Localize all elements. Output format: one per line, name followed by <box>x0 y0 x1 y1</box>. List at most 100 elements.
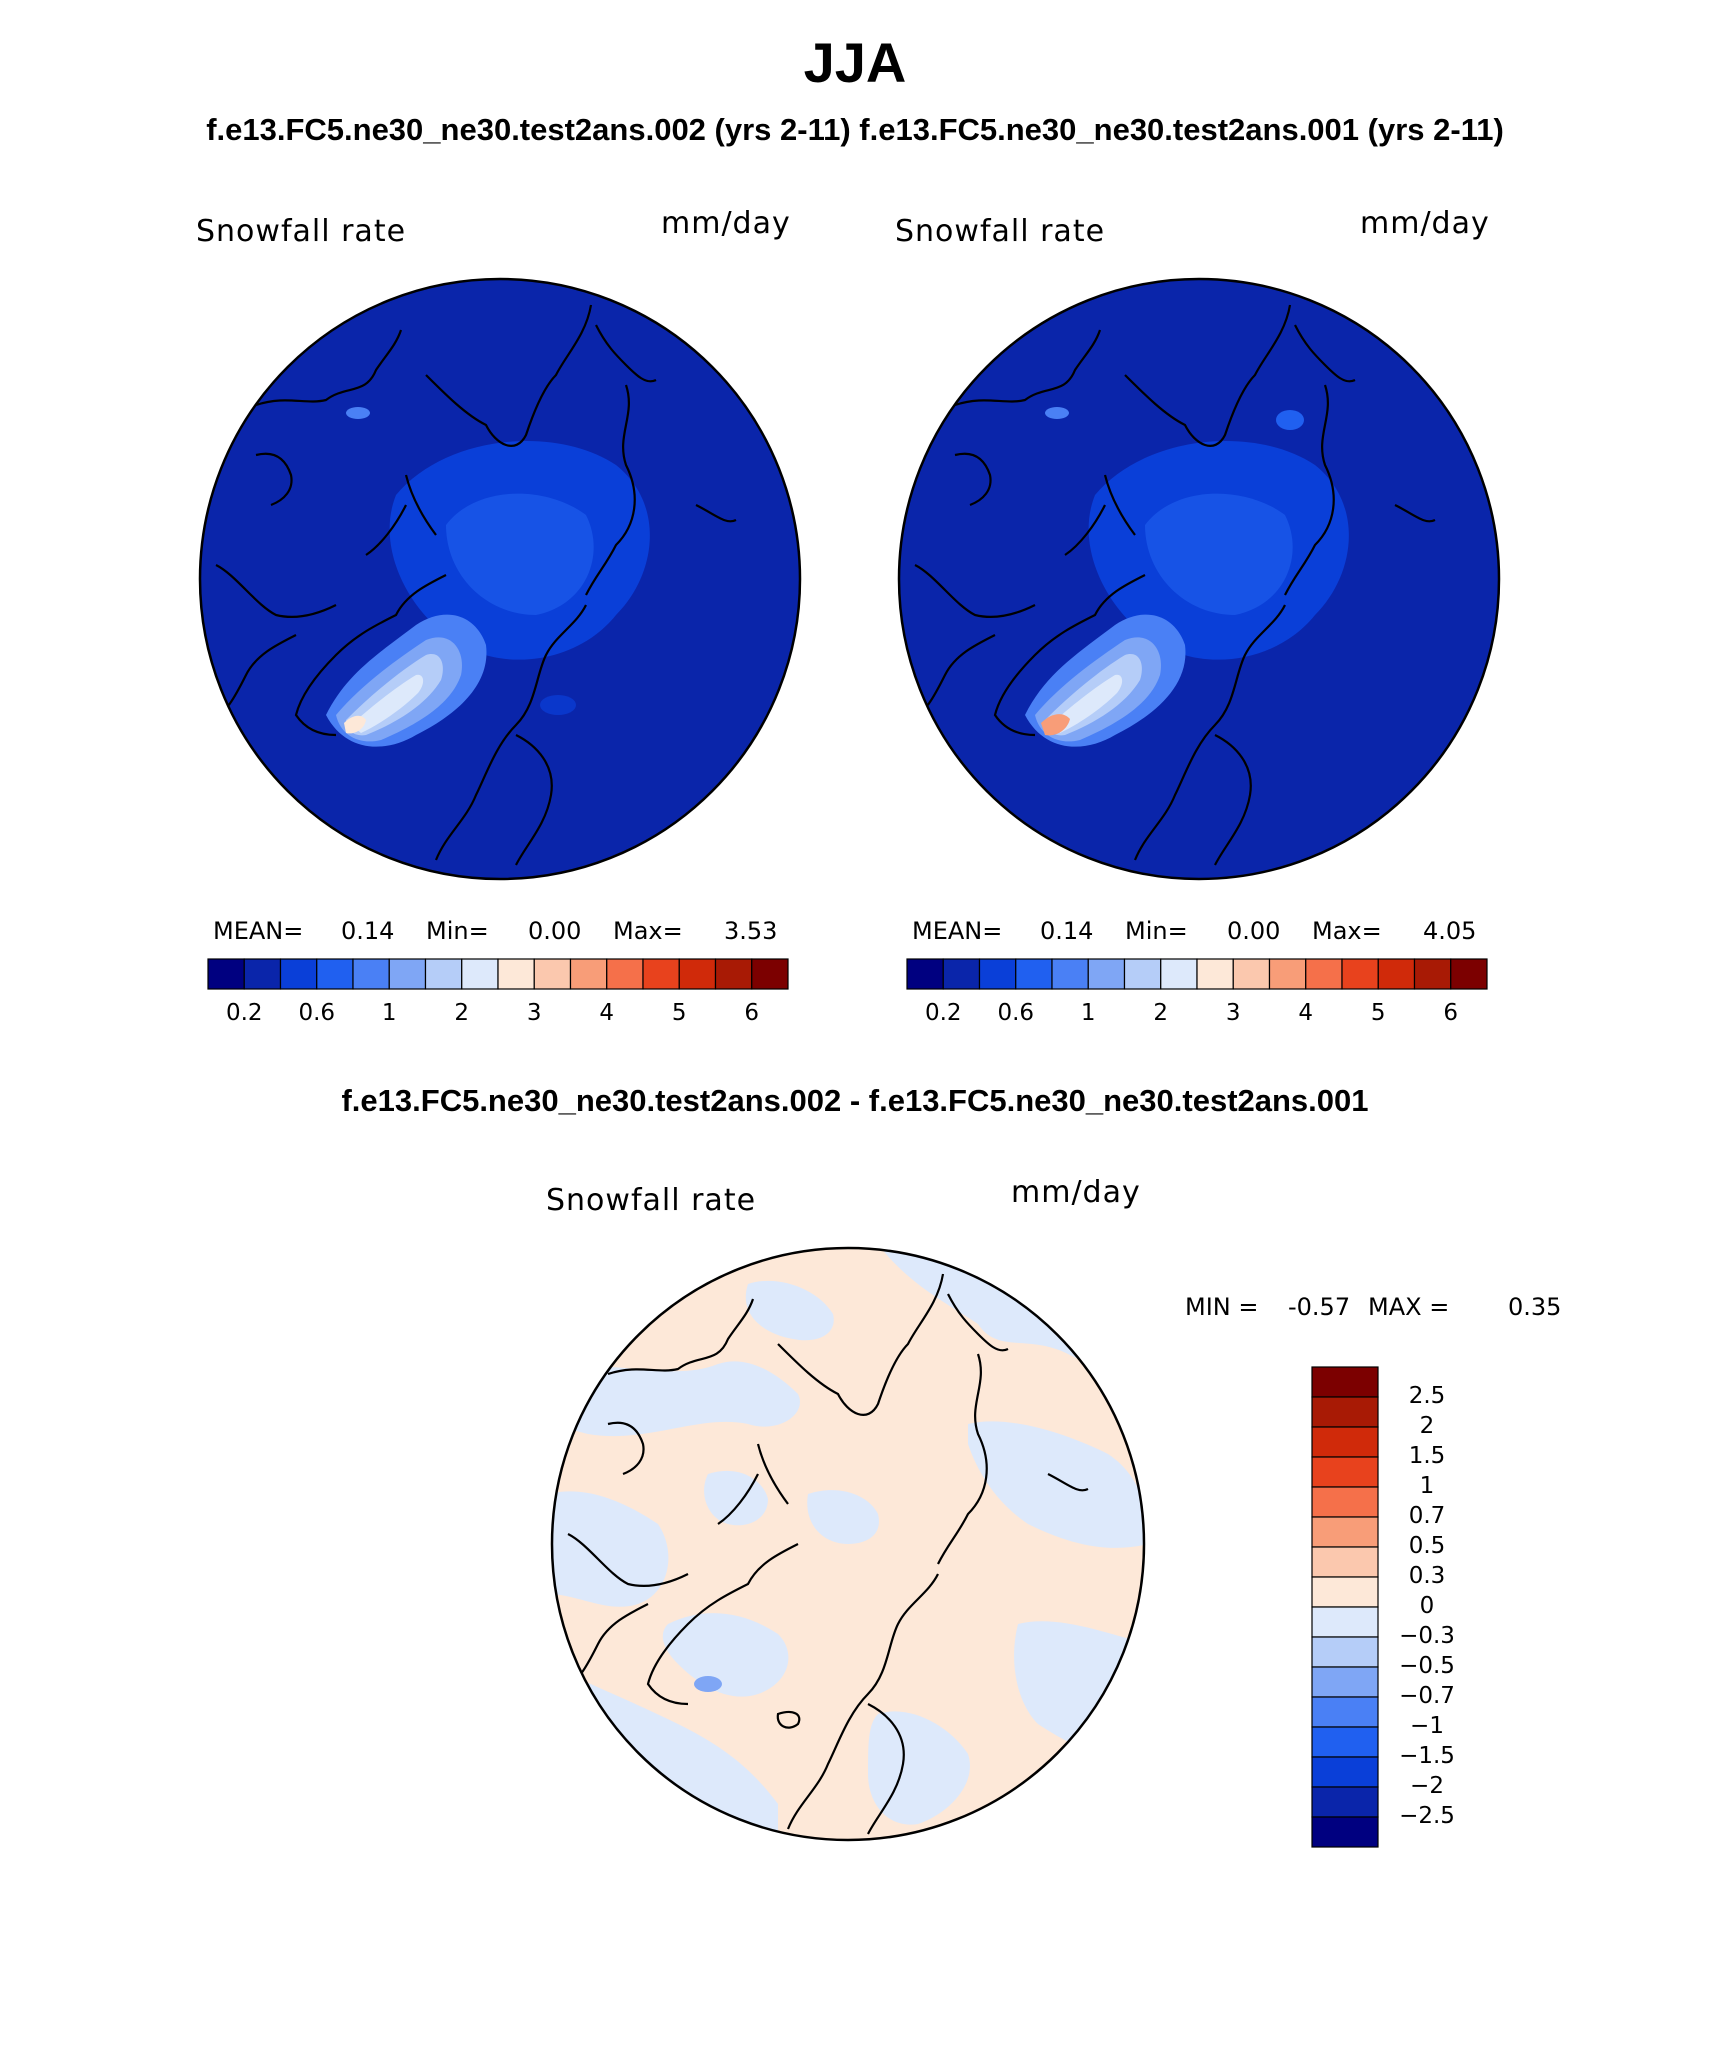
panel2-colorbar-tick-label: 5 <box>1370 1000 1386 1026</box>
panel2-colorbar-tick-label: 0.2 <box>924 1000 962 1026</box>
diff-max-label: MAX = <box>1368 1293 1450 1321</box>
panel1-colorbar-swatch <box>352 958 390 990</box>
panel1-colorbar-swatch <box>461 958 499 990</box>
panel1-min-label: Min= <box>426 917 489 945</box>
panel1-colorbar <box>207 958 789 990</box>
panel2-colorbar-swatch <box>1232 958 1271 990</box>
panel1-max-label: Max= <box>613 917 683 945</box>
panel1-variable-label: Snowfall rate <box>196 214 407 249</box>
diff-colorbar-swatch <box>1311 1456 1379 1488</box>
diff-colorbar-tick-label: 2.5 <box>1408 1383 1446 1409</box>
diff-colorbar-tick-label: −1 <box>1410 1713 1444 1739</box>
panel1-colorbar-swatch <box>207 958 245 990</box>
panel2-colorbar-swatch <box>1377 958 1416 990</box>
difference-polar-map <box>550 1246 1146 1842</box>
diff-colorbar-tick-label: −1.5 <box>1399 1743 1455 1769</box>
panel1-mean-label: MEAN= <box>213 917 304 945</box>
panel2-units-label: mm/day <box>1360 206 1490 241</box>
panel1-colorbar-tick-label: 0.2 <box>225 1000 263 1026</box>
diff-colorbar-tick-label: −0.3 <box>1399 1623 1455 1649</box>
panel1-units-label: mm/day <box>661 206 791 241</box>
diff-units-label: mm/day <box>1011 1175 1141 1210</box>
diff-colorbar-swatch <box>1311 1516 1379 1548</box>
diff-colorbar <box>1311 1366 1379 1848</box>
panel2-polar-map <box>897 277 1501 881</box>
diff-colorbar-tick-label: 1 <box>1419 1473 1435 1499</box>
diff-colorbar-swatch <box>1311 1666 1379 1698</box>
diff-colorbar-swatch <box>1311 1366 1379 1398</box>
panel2-colorbar-swatch <box>1160 958 1198 990</box>
panel2-colorbar-tick-label: 3 <box>1225 1000 1241 1026</box>
panel1-colorbar-swatch <box>533 958 572 990</box>
diff-min-label: MIN = <box>1185 1293 1259 1321</box>
diff-colorbar-swatch <box>1311 1786 1379 1818</box>
diff-colorbar-swatch <box>1311 1816 1379 1848</box>
panel2-colorbar-swatch <box>1123 958 1162 990</box>
diff-colorbar-ticks: 2.5 2 1.5 1 0.7 0.5 0.3 0 −0.3 −0.5 −0.7 −1 −1.5 −2 −2… <box>1392 1366 1512 1848</box>
page-title: JJA <box>803 31 907 94</box>
difference-subtitle: f.e13.FC5.ne30_ne30.test2ans.002 - f.e13… <box>341 1083 1369 1118</box>
diff-colorbar-tick-label: −2.5 <box>1399 1803 1455 1829</box>
panel2-colorbar-swatch <box>1087 958 1126 990</box>
panel1-min-value: 0.00 <box>528 917 582 945</box>
panel1-max-value: 3.53 <box>724 917 778 945</box>
diff-colorbar-swatch <box>1311 1426 1379 1458</box>
diff-colorbar-tick-label: −0.7 <box>1399 1683 1455 1709</box>
panel1-colorbar-swatch <box>388 958 427 990</box>
cases-subtitle: f.e13.FC5.ne30_ne30.test2ans.002 (yrs 2-… <box>206 112 1504 147</box>
diff-colorbar-swatch <box>1311 1546 1379 1578</box>
diff-colorbar-tick-label: 2 <box>1419 1413 1435 1439</box>
panel2-colorbar-swatch <box>1015 958 1053 990</box>
panel2-colorbar-tick-label: 2 <box>1153 1000 1169 1026</box>
diff-colorbar-tick-label: 0.3 <box>1408 1563 1446 1589</box>
panel1-colorbar-swatch <box>751 958 789 990</box>
panel1-colorbar-ticks: 0.2 0.6 1 2 3 4 5 6 <box>207 1000 789 1030</box>
panel1-colorbar-tick-label: 6 <box>744 1000 760 1026</box>
diff-colorbar-swatch <box>1311 1396 1379 1428</box>
panel1-colorbar-swatch <box>316 958 354 990</box>
panel2-colorbar-tick-label: 1 <box>1080 1000 1096 1026</box>
panel2-mean-value: 0.14 <box>1040 917 1094 945</box>
panel1-colorbar-tick-label: 0.6 <box>298 1000 336 1026</box>
panel2-colorbar-swatch <box>978 958 1017 990</box>
diff-colorbar-swatch <box>1311 1486 1379 1518</box>
diff-colorbar-tick-label: −0.5 <box>1399 1653 1455 1679</box>
diff-colorbar-swatch <box>1311 1576 1379 1608</box>
panel1-colorbar-swatch <box>243 958 282 990</box>
diff-colorbar-tick-label: 1.5 <box>1408 1443 1446 1469</box>
panel2-colorbar-swatch <box>1196 958 1234 990</box>
panel1-colorbar-tick-label: 4 <box>599 1000 615 1026</box>
diff-colorbar-swatch <box>1311 1606 1379 1638</box>
panel2-colorbar-swatch <box>1268 958 1307 990</box>
panel2-min-value: 0.00 <box>1227 917 1281 945</box>
panel1-colorbar-swatch <box>642 958 680 990</box>
panel1-colorbar-swatch <box>714 958 753 990</box>
panel2-colorbar-swatch <box>1450 958 1488 990</box>
panel2-max-label: Max= <box>1312 917 1382 945</box>
panel2-min-label: Min= <box>1125 917 1188 945</box>
panel1-colorbar-tick-label: 3 <box>526 1000 542 1026</box>
diff-max-value: 0.35 <box>1508 1293 1562 1321</box>
diff-colorbar-tick-label: 0.5 <box>1408 1533 1446 1559</box>
panel2-mean-label: MEAN= <box>912 917 1003 945</box>
diff-colorbar-tick-label: −2 <box>1410 1773 1444 1799</box>
diff-colorbar-tick-label: 0 <box>1419 1593 1435 1619</box>
panel1-polar-map <box>198 277 802 881</box>
panel2-colorbar-tick-label: 0.6 <box>997 1000 1035 1026</box>
panel1-mean-value: 0.14 <box>341 917 395 945</box>
diff-colorbar-swatch <box>1311 1726 1379 1758</box>
panel2-colorbar-swatch <box>1305 958 1343 990</box>
panel2-colorbar-swatch <box>906 958 944 990</box>
panel1-colorbar-tick-label: 1 <box>381 1000 397 1026</box>
diff-variable-label: Snowfall rate <box>546 1183 757 1218</box>
panel2-colorbar-swatch <box>1051 958 1089 990</box>
diff-colorbar-swatch <box>1311 1636 1379 1668</box>
panel2-colorbar-tick-label: 6 <box>1443 1000 1459 1026</box>
diff-colorbar-tick-label: 0.7 <box>1408 1503 1446 1529</box>
panel1-colorbar-tick-label: 2 <box>454 1000 470 1026</box>
panel1-colorbar-tick-label: 5 <box>671 1000 687 1026</box>
panel1-colorbar-swatch <box>569 958 608 990</box>
diff-min-value: -0.57 <box>1288 1293 1351 1321</box>
panel1-colorbar-swatch <box>678 958 717 990</box>
panel2-variable-label: Snowfall rate <box>895 214 1106 249</box>
